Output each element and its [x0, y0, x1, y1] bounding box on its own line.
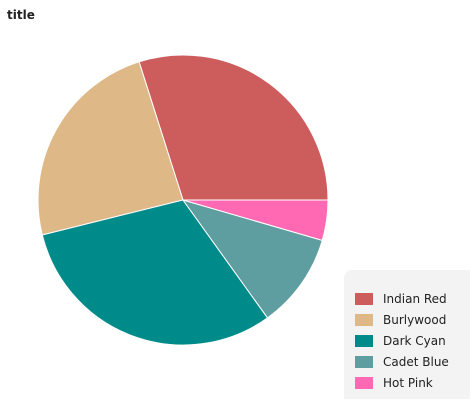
legend-label-cadet-blue: Cadet Blue: [383, 355, 449, 369]
chart-title: title: [7, 8, 35, 22]
legend-label-hot-pink: Hot Pink: [383, 376, 433, 390]
pie-slice-hot-pink: [182, 199, 329, 241]
legend-swatch-burlywood: [355, 314, 373, 326]
legend-item-cadet-blue: Cadet Blue: [355, 354, 449, 370]
legend-item-hot-pink: Hot Pink: [355, 375, 433, 391]
legend-label-dark-cyan: Dark Cyan: [383, 334, 446, 348]
legend-item-dark-cyan: Dark Cyan: [355, 333, 446, 349]
pie-slice-dark-cyan: [41, 199, 269, 346]
legend-swatch-dark-cyan: [355, 335, 373, 347]
pie-slice-cadet-blue: [181, 199, 323, 319]
legend: Indian Red Burlywood Dark Cyan Cadet Blu…: [344, 270, 470, 399]
pie-slice-indian-red: [138, 54, 329, 201]
legend-item-indian-red: Indian Red: [355, 291, 447, 307]
pie-slice-burlywood: [37, 61, 184, 236]
legend-item-burlywood: Burlywood: [355, 312, 446, 328]
pie-slices: [37, 54, 329, 346]
legend-swatch-indian-red: [355, 293, 373, 305]
legend-swatch-cadet-blue: [355, 356, 373, 368]
legend-swatch-hot-pink: [355, 377, 373, 389]
legend-label-indian-red: Indian Red: [383, 292, 447, 306]
legend-label-burlywood: Burlywood: [383, 313, 447, 327]
